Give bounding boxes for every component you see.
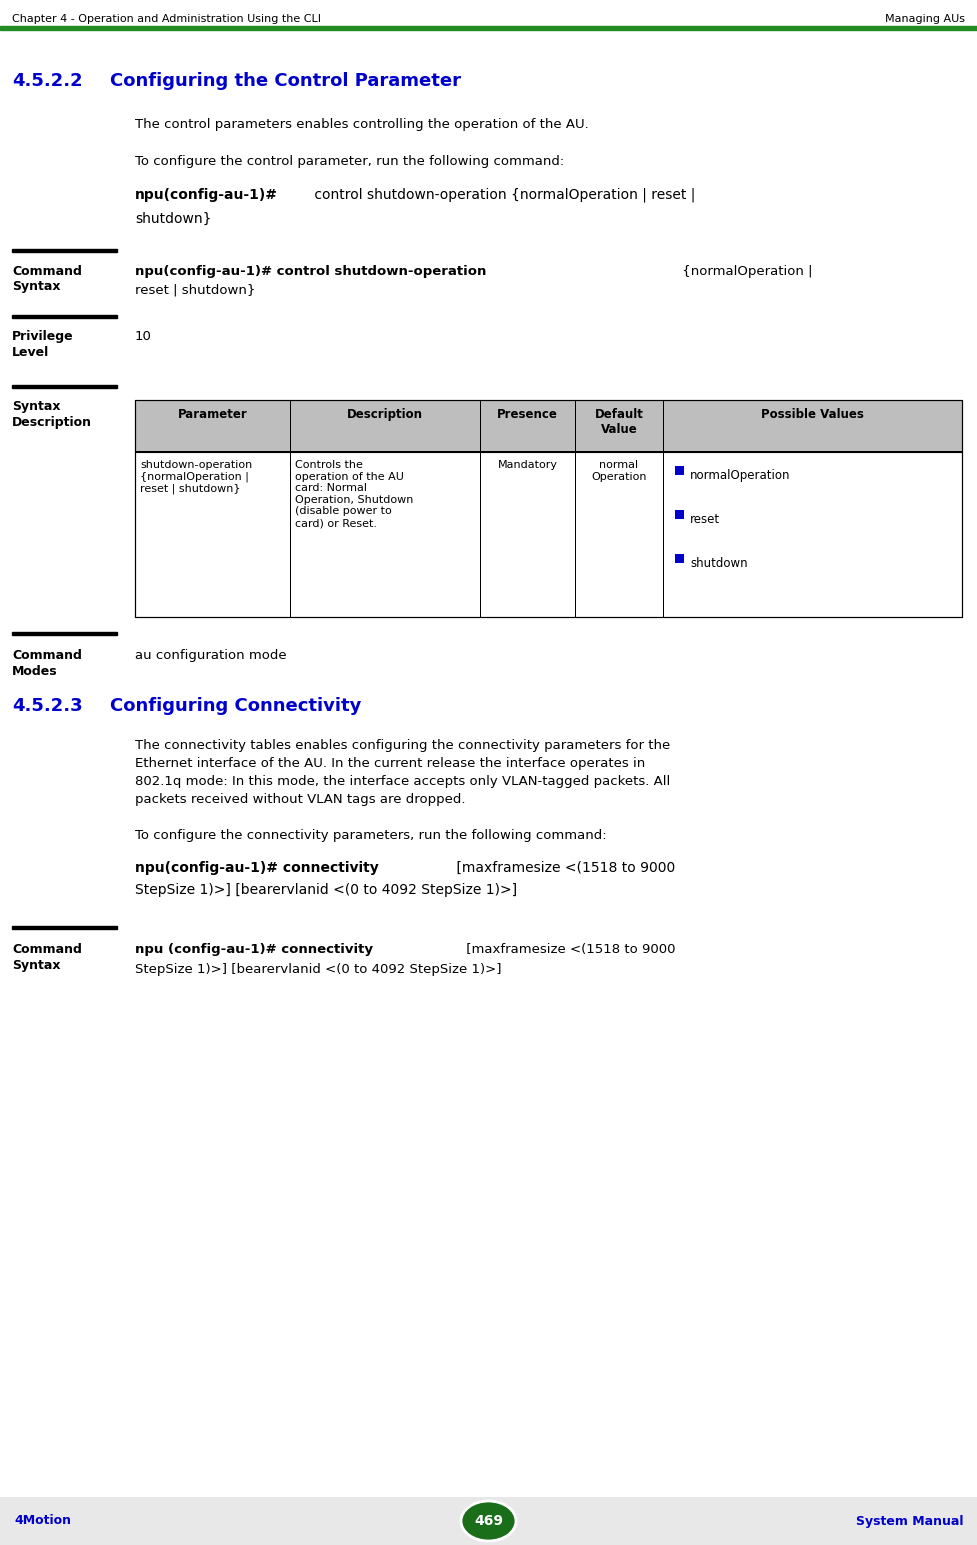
Bar: [12, 249, 117, 252]
Bar: [575, 400, 576, 616]
Text: System Manual: System Manual: [856, 1514, 963, 1528]
Text: Chapter 4 - Operation and Administration Using the CLI: Chapter 4 - Operation and Administration…: [12, 14, 321, 25]
Bar: [12, 385, 117, 388]
Text: npu(config-au-1)#: npu(config-au-1)#: [135, 188, 278, 202]
Bar: [0, 26, 977, 29]
Text: normalOperation: normalOperation: [690, 470, 790, 482]
Bar: [480, 400, 481, 616]
Text: [maxframesize <(1518 to 9000: [maxframesize <(1518 to 9000: [462, 942, 675, 956]
Bar: [12, 925, 117, 929]
Text: shutdown-operation
{normalOperation |
reset | shutdown}: shutdown-operation {normalOperation | re…: [140, 460, 252, 494]
Text: normal
Operation: normal Operation: [591, 460, 647, 482]
Text: Presence: Presence: [497, 408, 558, 420]
Text: control shutdown-operation {normalOperation | reset |: control shutdown-operation {normalOperat…: [310, 188, 696, 202]
Text: Syntax: Syntax: [12, 280, 61, 294]
Text: Configuring the Control Parameter: Configuring the Control Parameter: [110, 73, 461, 90]
Text: Command: Command: [12, 942, 82, 956]
Text: Syntax: Syntax: [12, 400, 61, 413]
Text: npu(config-au-1)# control shutdown-operation: npu(config-au-1)# control shutdown-opera…: [135, 266, 487, 278]
Bar: [135, 400, 962, 616]
Text: Managing AUs: Managing AUs: [885, 14, 965, 25]
Text: {normalOperation |: {normalOperation |: [678, 266, 813, 278]
Text: npu (config-au-1)# connectivity: npu (config-au-1)# connectivity: [135, 942, 373, 956]
Bar: [290, 400, 291, 616]
Text: Default
Value: Default Value: [595, 408, 644, 436]
Text: 469: 469: [474, 1514, 503, 1528]
Text: Possible Values: Possible Values: [761, 408, 864, 420]
Text: 4.5.2.2: 4.5.2.2: [12, 73, 83, 90]
Bar: [135, 400, 962, 453]
Bar: [675, 467, 684, 474]
Text: shutdown: shutdown: [690, 558, 747, 570]
Text: packets received without VLAN tags are dropped.: packets received without VLAN tags are d…: [135, 793, 465, 806]
Text: To configure the control parameter, run the following command:: To configure the control parameter, run …: [135, 154, 565, 168]
Text: Configuring Connectivity: Configuring Connectivity: [110, 697, 361, 715]
Bar: [12, 315, 117, 318]
Text: Syntax: Syntax: [12, 959, 61, 972]
Text: The connectivity tables enables configuring the connectivity parameters for the: The connectivity tables enables configur…: [135, 739, 670, 752]
Text: Modes: Modes: [12, 664, 58, 678]
Ellipse shape: [461, 1502, 516, 1540]
Text: Ethernet interface of the AU. In the current release the interface operates in: Ethernet interface of the AU. In the cur…: [135, 757, 645, 769]
Text: 4.5.2.3: 4.5.2.3: [12, 697, 83, 715]
Text: Level: Level: [12, 346, 49, 358]
Text: Description: Description: [12, 416, 92, 430]
Bar: [12, 632, 117, 635]
Bar: [0, 1497, 977, 1545]
Text: StepSize 1)>] [bearervlanid <(0 to 4092 StepSize 1)>]: StepSize 1)>] [bearervlanid <(0 to 4092 …: [135, 963, 501, 976]
Text: Parameter: Parameter: [178, 408, 247, 420]
Text: StepSize 1)>] [bearervlanid <(0 to 4092 StepSize 1)>]: StepSize 1)>] [bearervlanid <(0 to 4092 …: [135, 884, 517, 898]
Text: 4Motion: 4Motion: [14, 1514, 71, 1528]
Text: 802.1q mode: In this mode, the interface accepts only VLAN-tagged packets. All: 802.1q mode: In this mode, the interface…: [135, 776, 670, 788]
Text: [maxframesize <(1518 to 9000: [maxframesize <(1518 to 9000: [452, 861, 675, 874]
Text: Privilege: Privilege: [12, 331, 73, 343]
Text: au configuration mode: au configuration mode: [135, 649, 286, 661]
Text: Command: Command: [12, 649, 82, 661]
Text: reset | shutdown}: reset | shutdown}: [135, 283, 255, 297]
Text: Description: Description: [347, 408, 423, 420]
Text: The control parameters enables controlling the operation of the AU.: The control parameters enables controlli…: [135, 117, 589, 131]
Text: shutdown}: shutdown}: [135, 212, 211, 226]
Text: Mandatory: Mandatory: [497, 460, 558, 470]
Text: Controls the
operation of the AU
card: Normal
Operation, Shutdown
(disable power: Controls the operation of the AU card: N…: [295, 460, 413, 528]
Text: To configure the connectivity parameters, run the following command:: To configure the connectivity parameters…: [135, 830, 607, 842]
Bar: [675, 510, 684, 519]
Text: npu(config-au-1)# connectivity: npu(config-au-1)# connectivity: [135, 861, 379, 874]
Bar: [135, 453, 962, 616]
Text: reset: reset: [690, 513, 720, 525]
Bar: [663, 400, 664, 616]
Bar: [675, 555, 684, 562]
Text: Command: Command: [12, 266, 82, 278]
Text: 10: 10: [135, 331, 151, 343]
